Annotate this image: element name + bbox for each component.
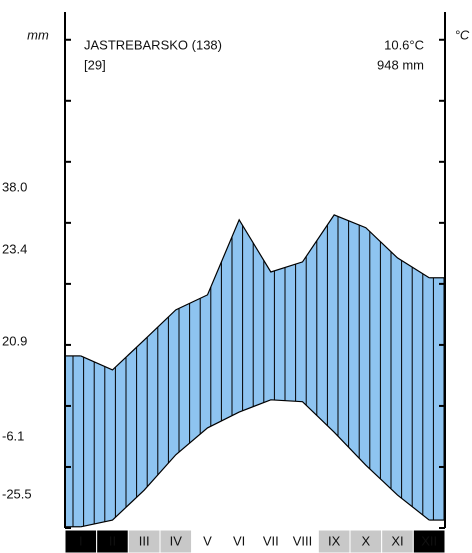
- x-tick-label: VII: [263, 533, 279, 548]
- annotation: 38.0: [2, 179, 27, 194]
- x-tick-label: X: [361, 533, 370, 548]
- month-cell: [412, 529, 446, 553]
- station-name: JASTREBARSKO (138): [84, 37, 222, 52]
- x-tick-label: VI: [233, 533, 245, 548]
- humid-area: [65, 214, 445, 527]
- series-line: [80, 214, 430, 371]
- x-tick-label: I: [79, 533, 83, 548]
- annotation: -25.5: [2, 486, 32, 501]
- x-tick-label: XI: [391, 533, 403, 548]
- x-tick-label: IX: [328, 533, 341, 548]
- x-tick-label: VIII: [293, 533, 313, 548]
- x-tick-label: IV: [170, 533, 183, 548]
- y2-unit: °C: [455, 27, 470, 42]
- x-tick-label: XII: [421, 533, 437, 548]
- mean-temperature: 10.6°C: [384, 37, 424, 52]
- x-tick-label: III: [139, 533, 150, 548]
- x-tick-label: V: [203, 533, 212, 548]
- annotation: -6.1: [2, 428, 24, 443]
- series-line: [80, 399, 430, 528]
- x-tick-label: II: [109, 533, 116, 548]
- annual-precipitation: 948 mm: [377, 57, 424, 72]
- annotation: 23.4: [2, 241, 27, 256]
- annotation: 20.9: [2, 333, 27, 348]
- station-years: [29]: [84, 57, 106, 72]
- y-unit: mm: [27, 27, 49, 42]
